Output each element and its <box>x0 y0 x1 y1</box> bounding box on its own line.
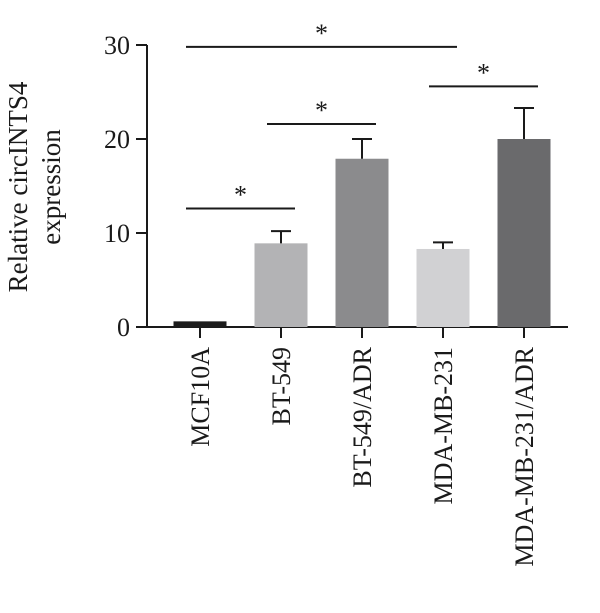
significance-annotations: * * * * <box>186 19 538 210</box>
y-tick-label: 10 <box>104 219 130 248</box>
x-tick-label: MDA-MB-231/ADR <box>510 346 539 566</box>
x-tick-label: BT-549 <box>267 347 296 426</box>
significance-asterisk: * <box>234 181 247 210</box>
y-axis-label: Relative circINTS4 expression <box>3 81 66 292</box>
significance-asterisk: * <box>315 96 328 125</box>
bar <box>416 248 470 327</box>
bar <box>497 139 551 327</box>
bar <box>254 243 308 327</box>
significance-asterisk: * <box>315 19 328 48</box>
x-tick-label: MCF10A <box>186 347 215 447</box>
error-bars <box>271 106 534 249</box>
x-tick-label: BT-549/ADR <box>348 346 377 487</box>
labels: 0 10 20 30 Relative circINTS4 expression MCF10… <box>3 31 539 567</box>
significance-asterisk: * <box>477 58 490 87</box>
bars <box>173 139 551 327</box>
x-tick-label: MDA-MB-231 <box>429 347 458 504</box>
bar <box>335 158 389 327</box>
y-axis-label-line: Relative circINTS4 <box>3 81 33 292</box>
y-tick-label: 0 <box>117 313 130 342</box>
y-axis-label-line: expression <box>36 129 66 245</box>
y-tick-label: 20 <box>104 125 130 154</box>
y-tick-label: 30 <box>104 31 130 60</box>
bar <box>173 321 227 327</box>
